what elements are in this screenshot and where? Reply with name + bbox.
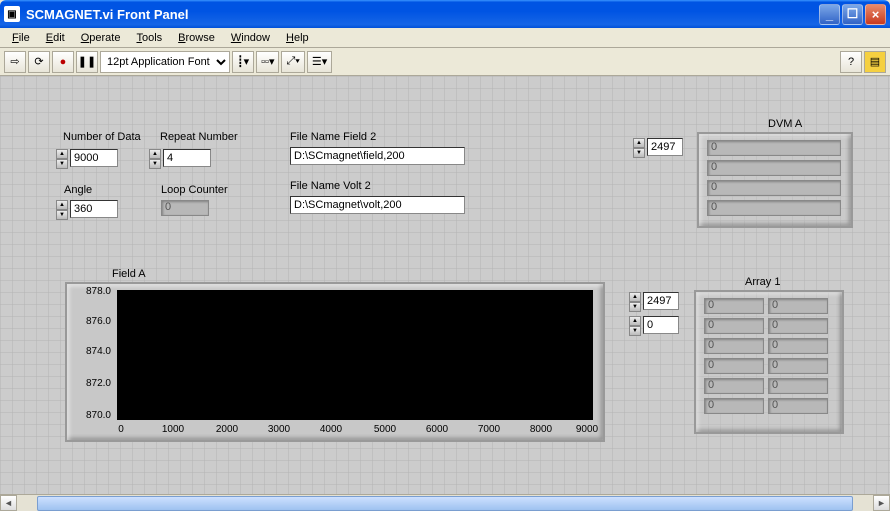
chart-xtick: 8000 <box>521 424 561 435</box>
scroll-right-button[interactable]: ► <box>873 495 890 511</box>
maximize-button[interactable]: ☐ <box>842 4 863 25</box>
chart-xtick: 6000 <box>417 424 457 435</box>
array1-cell: 0 <box>768 378 828 394</box>
dvm-cluster: 0 0 0 0 <box>697 132 853 228</box>
spinner-icon[interactable]: ▲▼ <box>56 200 68 218</box>
chart-ytick: 870.0 <box>75 410 111 421</box>
menu-help[interactable]: Help <box>278 30 317 46</box>
array1-cell: 0 <box>704 318 764 334</box>
window-buttons: _ ☐ × <box>819 4 886 25</box>
chart-plot-area <box>117 290 593 420</box>
array1-cell: 0 <box>704 338 764 354</box>
loop-counter-indicator: 0 <box>161 200 209 216</box>
menu-browse[interactable]: Browse <box>170 30 223 46</box>
menubar: File Edit Operate Tools Browse Window He… <box>0 28 890 48</box>
array1-cell: 0 <box>768 298 828 314</box>
run-continuous-button[interactable]: ⟳ <box>28 51 50 73</box>
dvm-row: 0 <box>707 160 841 176</box>
repeat-number-control[interactable]: ▲▼ <box>149 149 211 167</box>
dvm-row: 0 <box>707 200 841 216</box>
chart-label: Field A <box>112 268 146 280</box>
array1-index0-control[interactable]: ▲▼ <box>629 292 679 310</box>
chart-ytick: 876.0 <box>75 316 111 327</box>
pause-button[interactable]: ❚❚ <box>76 51 98 73</box>
file-volt-input[interactable] <box>290 196 465 214</box>
dvm-row: 0 <box>707 140 841 156</box>
distribute-button[interactable]: ▫▫▾ <box>256 51 279 73</box>
abort-button[interactable]: ● <box>52 51 74 73</box>
app-window: ▣ SCMAGNET.vi Front Panel _ ☐ × File Edi… <box>0 0 890 511</box>
array1-cluster: 00 00 00 00 00 00 <box>694 290 844 434</box>
chart-xtick: 0 <box>101 424 141 435</box>
spinner-icon[interactable]: ▲▼ <box>149 149 161 167</box>
chart-ytick: 878.0 <box>75 286 111 297</box>
number-of-data-control[interactable]: ▲▼ <box>56 149 118 167</box>
reorder-button[interactable]: ☰▾ <box>307 51 332 73</box>
spinner-icon[interactable]: ▲▼ <box>56 149 68 167</box>
chart-xtick: 7000 <box>469 424 509 435</box>
spinner-icon[interactable]: ▲▼ <box>629 292 641 310</box>
chart-xtick: 4000 <box>311 424 351 435</box>
front-panel: Number of Data ▲▼ Repeat Number ▲▼ Angle… <box>0 76 890 494</box>
array1-cell: 0 <box>768 398 828 414</box>
chart-xtick: 3000 <box>259 424 299 435</box>
repeat-number-input[interactable] <box>163 149 211 167</box>
resize-button[interactable]: ⤢▾ <box>281 51 304 73</box>
scroll-track[interactable] <box>17 495 873 511</box>
array1-index1-control[interactable]: ▲▼ <box>629 316 679 334</box>
spinner-icon[interactable]: ▲▼ <box>633 138 645 156</box>
array1-cell: 0 <box>704 398 764 414</box>
array1-cell: 0 <box>704 358 764 374</box>
help-icon[interactable]: ? <box>840 51 862 73</box>
array1-index1-input[interactable] <box>643 316 679 334</box>
array1-cell: 0 <box>768 358 828 374</box>
align-button[interactable]: ┋▾ <box>232 51 254 73</box>
file-field-input[interactable] <box>290 147 465 165</box>
chart-xtick: 5000 <box>365 424 405 435</box>
number-of-data-label: Number of Data <box>63 131 141 143</box>
angle-label: Angle <box>64 184 92 196</box>
file-field-label: File Name Field 2 <box>290 131 376 143</box>
array1-cell: 0 <box>768 318 828 334</box>
scroll-thumb[interactable] <box>37 496 853 511</box>
repeat-number-label: Repeat Number <box>160 131 238 143</box>
minimize-button[interactable]: _ <box>819 4 840 25</box>
toolbar: ⇨ ⟳ ● ❚❚ 12pt Application Font ┋▾ ▫▫▾ ⤢▾… <box>0 48 890 76</box>
horizontal-scrollbar[interactable]: ◄ ► <box>0 494 890 511</box>
angle-control[interactable]: ▲▼ <box>56 200 118 218</box>
titlebar[interactable]: ▣ SCMAGNET.vi Front Panel _ ☐ × <box>0 0 890 28</box>
close-button[interactable]: × <box>865 4 886 25</box>
file-volt-label: File Name Volt 2 <box>290 180 371 192</box>
font-select[interactable]: 12pt Application Font <box>100 51 230 73</box>
window-title: SCMAGNET.vi Front Panel <box>26 7 819 22</box>
chart-frame: 878.0 876.0 874.0 872.0 870.0 0 1000 200… <box>65 282 605 442</box>
dvm-label: DVM A <box>768 118 802 130</box>
run-button[interactable]: ⇨ <box>4 51 26 73</box>
dvm-row: 0 <box>707 180 841 196</box>
menu-edit[interactable]: Edit <box>38 30 73 46</box>
loop-counter-label: Loop Counter <box>161 184 228 196</box>
menu-tools[interactable]: Tools <box>128 30 170 46</box>
menu-operate[interactable]: Operate <box>73 30 129 46</box>
chart-xtick: 2000 <box>207 424 247 435</box>
chart-ytick: 872.0 <box>75 378 111 389</box>
array1-index0-input[interactable] <box>643 292 679 310</box>
menu-window[interactable]: Window <box>223 30 278 46</box>
labview-icon[interactable]: ▤ <box>864 51 886 73</box>
number-of-data-input[interactable] <box>70 149 118 167</box>
dvm-index-input[interactable] <box>647 138 683 156</box>
chart-ytick: 874.0 <box>75 346 111 357</box>
chart-xtick: 1000 <box>153 424 193 435</box>
array1-cell: 0 <box>768 338 828 354</box>
dvm-index-control[interactable]: ▲▼ <box>633 138 683 156</box>
array1-cell: 0 <box>704 298 764 314</box>
menu-file[interactable]: File <box>4 30 38 46</box>
spinner-icon[interactable]: ▲▼ <box>629 316 641 334</box>
array1-cell: 0 <box>704 378 764 394</box>
app-icon: ▣ <box>4 6 20 22</box>
chart-xtick: 9000 <box>567 424 607 435</box>
array1-label: Array 1 <box>745 276 780 288</box>
scroll-left-button[interactable]: ◄ <box>0 495 17 511</box>
angle-input[interactable] <box>70 200 118 218</box>
